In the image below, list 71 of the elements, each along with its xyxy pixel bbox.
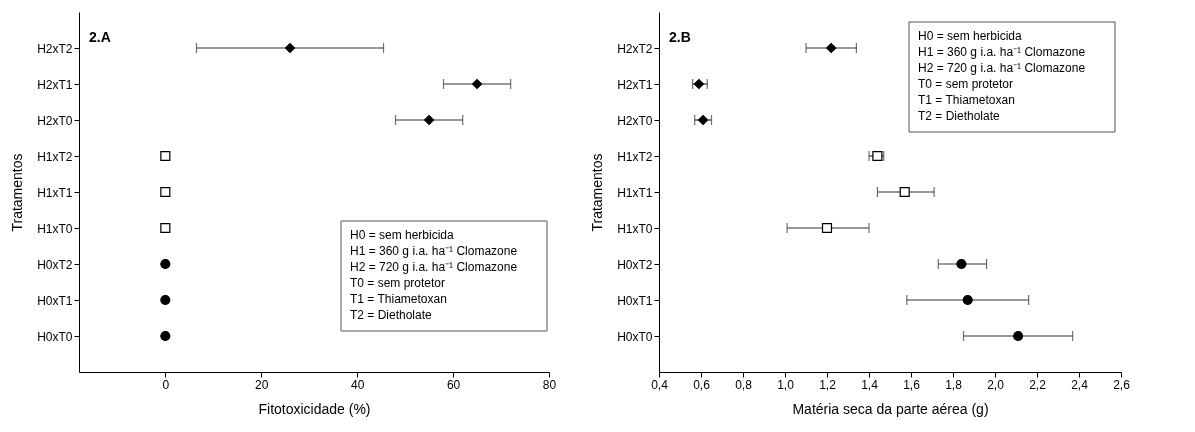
y-tick-label: H0xT1 [617,293,653,308]
annotation: T0 = sem protetor [918,77,1014,91]
point [899,186,910,198]
x-tick-label: 2,0 [987,377,1005,392]
x-tick-label: 0 [162,377,170,392]
y-tick-label: H2xT0 [37,113,73,128]
x-tick-label: 1,6 [903,377,921,392]
y-tick-label: H1xT2 [617,149,653,164]
x-axis-title: Matéria seca da parte aérea (g) [792,400,989,417]
y-axis-title: Tratamentos [9,153,26,232]
annotation: T2 = Dietholate [918,109,1001,123]
y-tick-label: H1xT1 [37,185,73,200]
y-tick-label: H2xT2 [617,41,653,56]
x-tick-label: 0,4 [651,377,669,392]
point [160,150,171,162]
point [872,150,883,162]
y-tick-label: H1xT0 [37,221,73,236]
x-tick-label: 1,4 [861,377,879,392]
point [160,258,171,270]
x-tick-label: 1,2 [819,377,837,392]
point [821,222,833,234]
y-tick-label: H0xT1 [37,293,73,308]
point [160,222,171,234]
x-tick-label: 60 [446,377,461,392]
x-tick-label: 1,0 [777,377,795,392]
y-axis-title: Tratamentos [589,153,606,232]
annotation: T1 = Thiametoxan [350,292,447,306]
x-axis-title: Fitotoxicidade (%) [258,400,371,417]
y-tick-label: H1xT1 [617,185,653,200]
y-tick-label: H0xT2 [617,257,653,272]
point [826,42,837,54]
x-tick-label: 2,4 [1071,377,1089,392]
x-tick-label: 40 [350,377,365,392]
point [1013,330,1024,342]
x-tick-label: 80 [542,377,557,392]
y-tick-label: H2xT2 [37,41,73,56]
annotation: H0 = sem herbicida [350,228,455,242]
y-tick-label: H0xT0 [617,329,653,344]
point [471,78,483,90]
annotation: T1 = Thiametoxan [918,93,1015,107]
annotation: T2 = Dietholate [350,308,433,322]
annotation: H2 = 720 g i.a. ha⁻¹ Clomazone [350,260,518,274]
y-tick-label: H1xT2 [37,149,73,164]
point [160,186,171,198]
point [424,114,435,126]
y-tick-label: H0xT0 [37,329,73,344]
x-tick-label: 0,8 [735,377,753,392]
x-tick-label: 20 [255,377,269,392]
y-tick-label: H1xT0 [617,221,653,236]
point [956,258,967,270]
y-tick-label: H0xT2 [37,257,73,272]
annotation: 2.B [669,29,691,45]
annotation: 2.A [89,29,111,45]
y-tick-label: H2xT0 [617,113,653,128]
x-tick-label: 2,2 [1029,377,1047,392]
point [160,330,171,342]
x-tick-label: 1,8 [945,377,963,392]
annotation: H0 = sem herbicida [918,29,1023,43]
annotation: H1 = 360 g i.a. ha⁻¹ Clomazone [918,45,1086,59]
annotation: H1 = 360 g i.a. ha⁻¹ Clomazone [350,244,518,258]
annotation: H2 = 720 g i.a. ha⁻¹ Clomazone [918,61,1086,75]
point [693,78,704,90]
y-tick-label: H2xT1 [617,77,653,92]
point [962,294,973,306]
annotation: T0 = sem protetor [350,276,446,290]
x-tick-label: 0,6 [693,377,711,392]
x-tick-label: 2,6 [1113,377,1131,392]
point [698,114,709,126]
y-tick-label: H2xT1 [37,77,73,92]
point [284,42,296,54]
point [160,294,171,306]
